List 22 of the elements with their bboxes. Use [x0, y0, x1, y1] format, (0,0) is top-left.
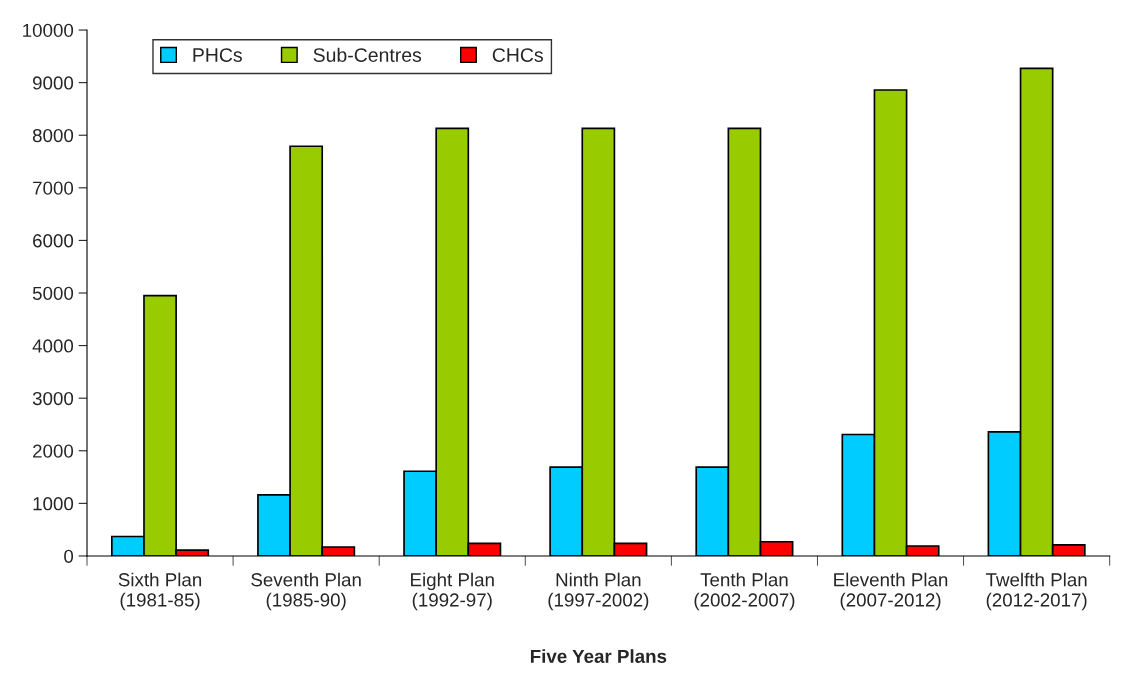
y-tick-label: 2000 [33, 444, 74, 458]
y-tick-label: 3000 [32, 391, 74, 406]
y-tick-label: 8000 [32, 128, 74, 143]
x-tick-label: Ninth Plan (1997-2002) [548, 572, 649, 611]
y-tick-label: 4000 [32, 339, 74, 353]
x-tick-label: Sixth Plan (1981-85) [118, 572, 202, 611]
legend-label: PHCs [193, 48, 242, 62]
y-tick-label: 7000 [33, 181, 74, 195]
y-tick-label: 1000 [33, 497, 74, 511]
x-tick-label: Twelfth Plan (2012-2017) [985, 572, 1087, 611]
x-axis-title: Five Year Plans [530, 649, 667, 663]
y-tick-label: 10000 [23, 23, 74, 38]
legend-label: Sub-Centres [313, 47, 422, 62]
y-tick-label: 5000 [32, 286, 74, 300]
y-tick-label: 6000 [33, 234, 74, 248]
x-tick-label: Tenth Plan (2002-2007) [694, 572, 795, 611]
y-tick-label: 9000 [32, 76, 74, 90]
x-tick-label: Eleventh Plan (2007-2012) [834, 572, 948, 611]
x-tick-label: Eight Plan (1992-97) [411, 572, 494, 611]
x-tick-label: Seventh Plan (1985-90) [251, 572, 361, 611]
legend-label: CHCs [492, 48, 543, 62]
y-tick-label: 0 [64, 549, 74, 563]
